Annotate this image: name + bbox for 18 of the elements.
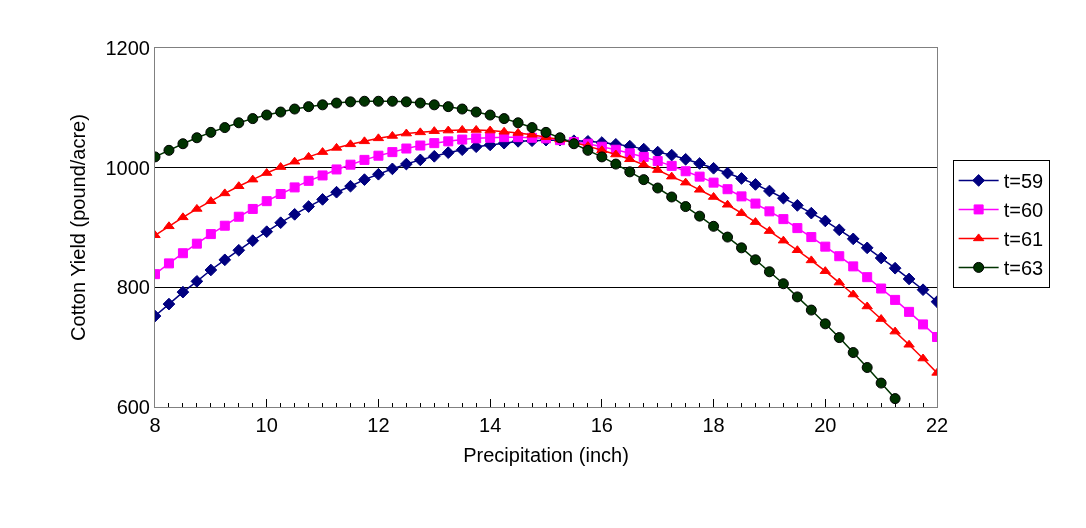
x-tick-label: 8 <box>149 414 161 436</box>
x-axis-title: Precipitation (inch) <box>463 443 629 466</box>
legend-label: t=59 <box>1003 170 1044 193</box>
y-tick-label: 1200 <box>105 37 150 59</box>
x-tick-label: 12 <box>367 414 390 436</box>
legend-label: t=63 <box>1003 257 1044 280</box>
legend-label: t=61 <box>1003 228 1044 251</box>
x-tick-label: 22 <box>925 414 949 436</box>
y-tick-label: 800 <box>116 276 150 299</box>
legend-label: t=60 <box>1003 199 1044 222</box>
y-tick-label: 1000 <box>105 156 150 179</box>
y-axis-title: Cotton Yield (pound/acre) <box>67 114 89 341</box>
x-tick-label: 10 <box>255 414 278 436</box>
y-tick-label: 600 <box>116 396 150 418</box>
x-tick-label: 18 <box>702 414 725 436</box>
x-tick-label: 14 <box>479 414 502 436</box>
x-tick-label: 20 <box>814 414 837 436</box>
x-tick-label: 16 <box>590 414 613 436</box>
